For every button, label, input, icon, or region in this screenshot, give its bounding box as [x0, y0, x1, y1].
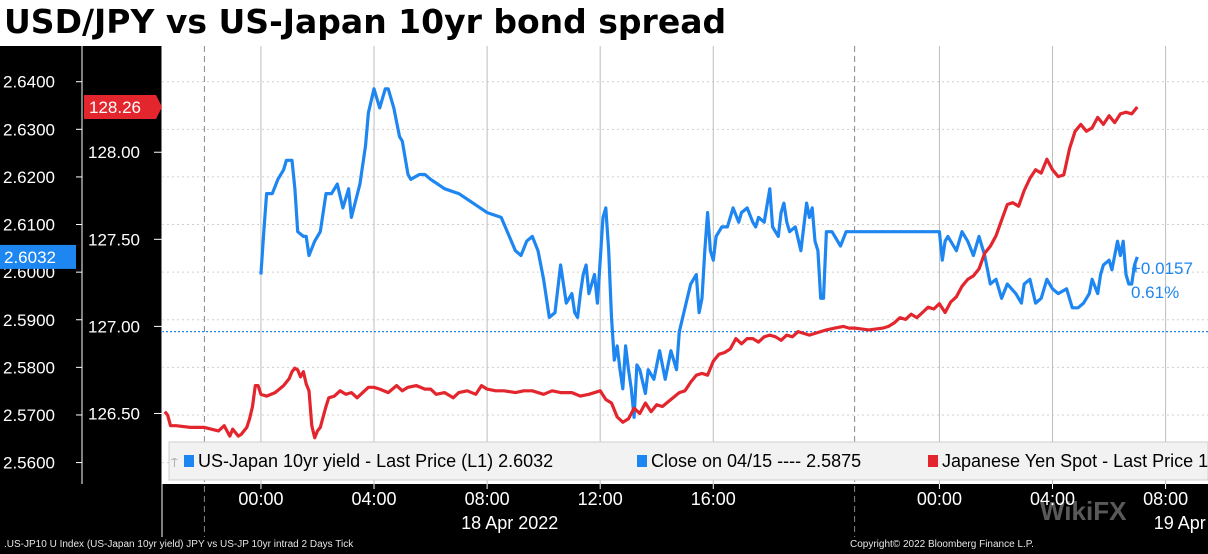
yen-axis-tick-label: 127.50	[88, 230, 140, 249]
left-axis-tick-label: 2.6100	[3, 216, 55, 235]
x-axis-tick-label: 08:00	[1143, 489, 1188, 509]
legend-marker	[637, 455, 647, 467]
legend-marker	[928, 455, 938, 467]
left-axis-tick-label: 2.5900	[3, 311, 55, 330]
legend-pin-icon: ⍑	[171, 457, 178, 470]
yen-axis-tick-label: 127.00	[88, 317, 140, 336]
x-axis-date-label: 19 Apr	[1154, 513, 1206, 533]
chart: +0.0157 0.61% ⍑ US-Japan 10yr yield - Last…	[0, 46, 1208, 537]
last-spread-badge	[0, 244, 76, 269]
change-annotation: +0.0157	[1131, 259, 1193, 278]
x-axis-tick-label: 16:00	[691, 489, 736, 509]
watermark-logo: WikiFX	[1040, 496, 1127, 526]
plot-lines: +0.0157 0.61%	[162, 87, 1208, 440]
footer-source: .US-JP10 U Index (US-Japan 10yr yield) J…	[4, 539, 354, 550]
last-yen-badge	[84, 94, 162, 119]
left-axis-tick-label: 2.6400	[3, 73, 55, 92]
x-axis-tick-label: 00:00	[238, 489, 283, 509]
series-line-yen	[163, 105, 1139, 440]
left-axis-tick-label: 2.5700	[3, 406, 55, 425]
left-axis-tick-label: 2.5600	[3, 454, 55, 473]
axes: 2.56002.57002.58002.59002.60002.61002.62…	[0, 46, 1206, 537]
legend-marker	[184, 455, 194, 467]
change-pct-annotation: 0.61%	[1131, 283, 1179, 302]
footer-copyright: Copyright© 2022 Bloomberg Finance L.P.	[850, 539, 1034, 550]
series-line-spread	[259, 87, 1139, 419]
x-axis-tick-label: 12:00	[578, 489, 623, 509]
x-axis-tick-label: 00:00	[917, 489, 962, 509]
left-axis-panel	[0, 46, 162, 537]
plot-area	[162, 46, 1208, 484]
left-axis-tick-label: 2.6200	[3, 168, 55, 187]
title-bar: USD/JPY vs US-Japan 10yr bond spread	[0, 0, 1208, 46]
x-axis-tick-label: 04:00	[352, 489, 397, 509]
x-axis-panel	[162, 484, 1208, 537]
chart-title: USD/JPY vs US-Japan 10yr bond spread	[4, 2, 727, 41]
legend-label: Japanese Yen Spot - Last Price 128.26	[942, 451, 1208, 471]
yen-axis-tick-label: 128.00	[88, 143, 140, 162]
legend-label: Close on 04/15 ---- 2.5875	[651, 451, 861, 471]
yen-axis-tick-label: 126.50	[88, 404, 140, 423]
left-axis-tick-label: 2.6300	[3, 120, 55, 139]
left-axis-tick-label: 2.5800	[3, 358, 55, 377]
x-axis-date-label: 18 Apr 2022	[461, 513, 558, 533]
last-spread-badge-label: 2.6032	[4, 248, 56, 267]
legend-background	[168, 441, 1208, 481]
x-axis-tick-label: 04:00	[1030, 489, 1075, 509]
x-axis-tick-label: 08:00	[465, 489, 510, 509]
legend-label: US-Japan 10yr yield - Last Price (L1) 2.…	[198, 451, 553, 471]
last-yen-badge-label: 128.26	[89, 98, 141, 117]
legend: ⍑ US-Japan 10yr yield - Last Price (L1) 2…	[168, 441, 1208, 481]
